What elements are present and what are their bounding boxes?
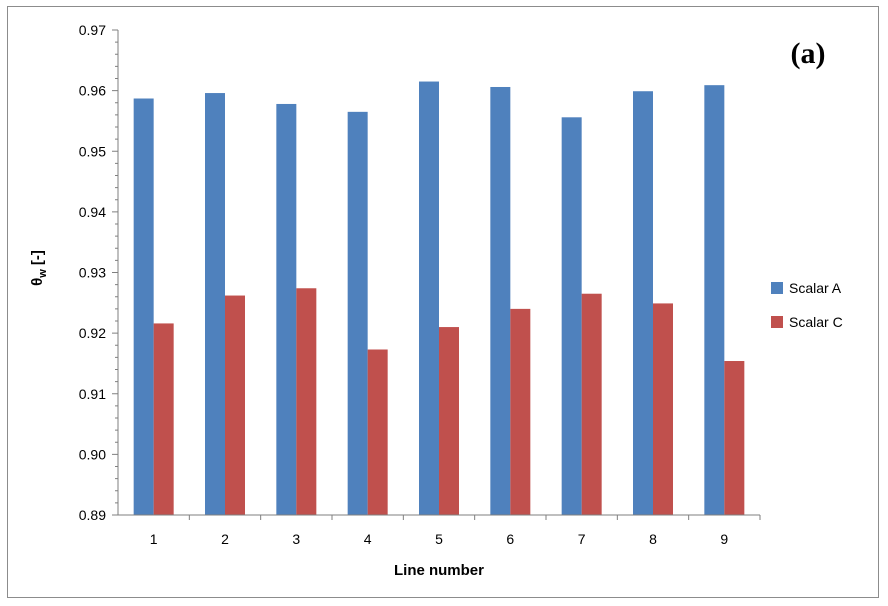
bar-scalar-c-3 <box>296 288 317 515</box>
bar-scalar-a-2 <box>205 93 225 516</box>
legend-label: Scalar C <box>789 314 843 330</box>
x-tick-label: 2 <box>221 531 229 547</box>
bar-scalar-a-6 <box>490 86 511 516</box>
y-axis-title-subscript: w <box>37 269 49 279</box>
y-tick-label: 0.94 <box>79 204 106 220</box>
y-tick-label: 0.95 <box>79 143 106 159</box>
panel-label: (a) <box>791 37 826 70</box>
y-ticks: 0.89 0.90 0.91 0.92 0.93 0.94 0.95 0.96 0.97 <box>79 22 118 523</box>
legend-swatch <box>771 282 783 294</box>
y-tick-label: 0.96 <box>79 83 106 99</box>
bar-scalar-c-6 <box>510 308 531 515</box>
bar-scalar-a-4 <box>347 111 368 515</box>
bar-scalar-c-2 <box>225 295 245 515</box>
x-tick-label: 1 <box>150 531 158 547</box>
bar-scalar-a-1 <box>133 98 154 515</box>
bar-scalar-a-3 <box>276 103 297 516</box>
bar-scalar-a-5 <box>419 81 439 515</box>
x-tick-label: 3 <box>292 531 300 547</box>
x-axis-title: Line number <box>394 562 484 579</box>
x-tick-label: 6 <box>506 531 514 547</box>
bar-scalar-c-9 <box>724 361 745 515</box>
bars <box>133 81 745 516</box>
y-tick-label: 0.89 <box>79 507 106 523</box>
x-tick-label: 5 <box>435 531 443 547</box>
y-axis-title: θw [-] <box>29 250 49 286</box>
bar-scalar-c-5 <box>439 327 459 515</box>
legend-swatch <box>771 316 783 328</box>
bar-scalar-a-9 <box>704 85 725 515</box>
y-tick-label: 0.97 <box>79 22 106 38</box>
x-tick-label: 7 <box>578 531 586 547</box>
y-tick-label: 0.93 <box>79 265 106 281</box>
y-tick-label: 0.90 <box>79 446 106 462</box>
bar-scalar-a-8 <box>633 91 653 515</box>
x-tick-label: 8 <box>649 531 657 547</box>
y-axis-title-main: θ <box>29 278 46 286</box>
bar-scalar-c-8 <box>653 303 673 515</box>
legend-label: Scalar A <box>789 280 842 296</box>
y-tick-label: 0.91 <box>79 386 106 402</box>
bar-scalar-c-1 <box>153 323 174 515</box>
x-tick-labels: 1 2 3 4 5 6 7 8 9 <box>150 515 761 547</box>
bar-scalar-a-7 <box>561 117 582 516</box>
y-tick-label: 0.92 <box>79 325 106 341</box>
legend: Scalar A Scalar C <box>771 280 843 330</box>
bar-scalar-c-4 <box>367 349 388 515</box>
y-axis-title-unit: [-] <box>29 250 46 269</box>
x-tick-label: 4 <box>364 531 372 547</box>
x-tick-label: 9 <box>720 531 728 547</box>
bar-scalar-c-7 <box>581 293 602 515</box>
